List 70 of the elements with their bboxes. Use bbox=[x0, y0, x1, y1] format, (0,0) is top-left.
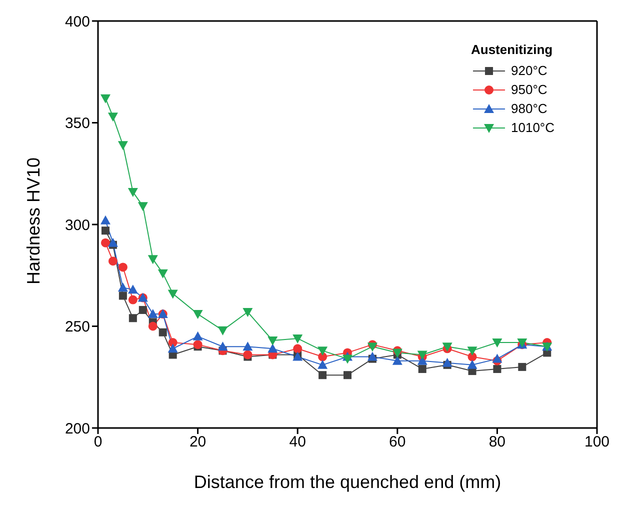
point bbox=[342, 354, 352, 364]
y-tick-label: 400 bbox=[64, 13, 90, 30]
point bbox=[467, 360, 478, 369]
y-tick-label: 200 bbox=[64, 420, 90, 438]
point bbox=[242, 342, 253, 351]
point bbox=[118, 292, 127, 300]
point bbox=[292, 334, 303, 344]
point bbox=[268, 344, 278, 353]
x-tick-label: 60 bbox=[389, 434, 406, 451]
x-tick-label: 0 bbox=[94, 434, 102, 451]
x-tick-label: 100 bbox=[584, 434, 610, 451]
point bbox=[318, 371, 327, 380]
point bbox=[158, 269, 168, 278]
point bbox=[218, 326, 228, 336]
point bbox=[101, 226, 110, 235]
point bbox=[100, 238, 110, 248]
legend-label: 980°C bbox=[511, 101, 548, 116]
point bbox=[367, 342, 378, 352]
point bbox=[148, 309, 158, 318]
point bbox=[467, 346, 478, 356]
point bbox=[193, 340, 202, 350]
point bbox=[493, 364, 502, 373]
y-tick-label: 350 bbox=[64, 115, 90, 132]
y-tick-label: 250 bbox=[64, 318, 90, 336]
point bbox=[128, 314, 137, 322]
x-tick-label: 40 bbox=[289, 434, 306, 451]
point bbox=[218, 342, 228, 351]
point bbox=[168, 290, 178, 299]
point bbox=[418, 364, 426, 373]
point bbox=[518, 362, 526, 371]
point bbox=[118, 141, 128, 150]
point bbox=[108, 112, 118, 122]
legend-title: Austenitizing bbox=[471, 42, 554, 57]
point bbox=[442, 358, 452, 367]
point bbox=[128, 284, 138, 294]
point bbox=[100, 215, 110, 224]
point bbox=[138, 306, 147, 314]
point bbox=[118, 282, 128, 292]
point bbox=[344, 371, 352, 380]
y-axis-title: Hardness HV10 bbox=[23, 157, 44, 284]
point bbox=[318, 360, 328, 369]
point bbox=[148, 255, 158, 264]
point bbox=[293, 344, 302, 354]
point bbox=[268, 336, 278, 346]
point bbox=[367, 352, 378, 361]
y-tick-label: 300 bbox=[64, 216, 90, 234]
point bbox=[192, 331, 203, 340]
point bbox=[128, 295, 138, 304]
point bbox=[242, 308, 253, 318]
point bbox=[168, 344, 178, 353]
point bbox=[128, 188, 138, 197]
point bbox=[492, 354, 502, 363]
point bbox=[108, 238, 118, 247]
point bbox=[158, 328, 167, 336]
point bbox=[138, 202, 148, 212]
point bbox=[492, 338, 502, 348]
point bbox=[243, 350, 252, 360]
x-tick-label: 20 bbox=[189, 434, 206, 451]
point bbox=[148, 322, 158, 331]
point bbox=[318, 346, 328, 356]
x-tick-label: 80 bbox=[488, 434, 506, 451]
point bbox=[108, 256, 118, 266]
legend-label: 920°C bbox=[511, 63, 548, 78]
legend-label: 950°C bbox=[511, 82, 548, 97]
point bbox=[100, 94, 110, 104]
point bbox=[392, 356, 402, 365]
point bbox=[192, 310, 203, 320]
point bbox=[118, 262, 128, 272]
x-axis-title: Distance from the quenched end (mm) bbox=[194, 472, 502, 492]
legend-label: 1010°C bbox=[511, 120, 555, 135]
